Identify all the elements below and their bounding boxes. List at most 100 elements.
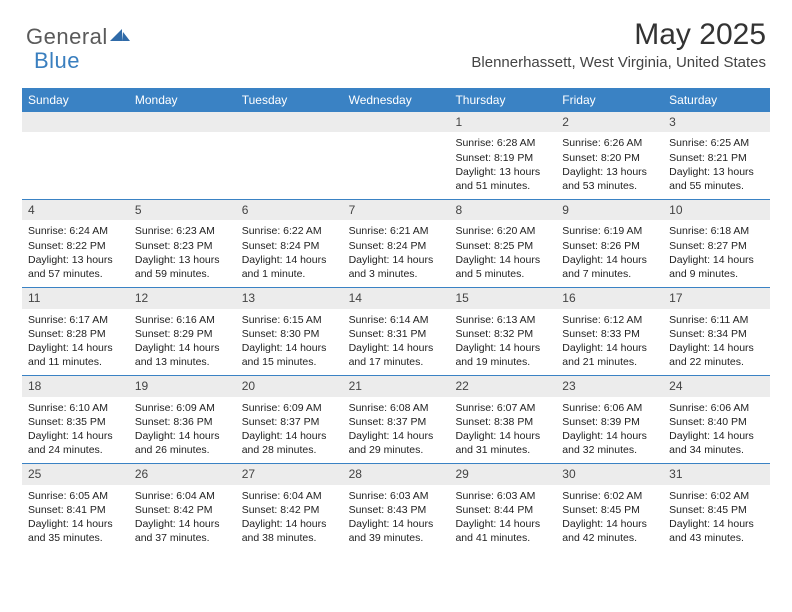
- day-number: 23: [556, 376, 663, 396]
- day-number: 14: [343, 288, 450, 308]
- sunrise-line: Sunrise: 6:02 AM: [562, 489, 657, 503]
- day-body: Sunrise: 6:06 AMSunset: 8:39 PMDaylight:…: [556, 397, 663, 464]
- day-body: Sunrise: 6:05 AMSunset: 8:41 PMDaylight:…: [22, 485, 129, 552]
- day-cell: [129, 112, 236, 199]
- daylight-line: Daylight: 14 hours and 15 minutes.: [242, 341, 337, 369]
- sunrise-line: Sunrise: 6:06 AM: [669, 401, 764, 415]
- day-body: Sunrise: 6:09 AMSunset: 8:37 PMDaylight:…: [236, 397, 343, 464]
- week-row: 18Sunrise: 6:10 AMSunset: 8:35 PMDayligh…: [22, 375, 770, 463]
- sunrise-line: Sunrise: 6:24 AM: [28, 224, 123, 238]
- daylight-line: Daylight: 14 hours and 37 minutes.: [135, 517, 230, 545]
- daylight-line: Daylight: 14 hours and 43 minutes.: [669, 517, 764, 545]
- day-cell: 31Sunrise: 6:02 AMSunset: 8:45 PMDayligh…: [663, 464, 770, 551]
- sunrise-line: Sunrise: 6:03 AM: [455, 489, 550, 503]
- day-body: Sunrise: 6:06 AMSunset: 8:40 PMDaylight:…: [663, 397, 770, 464]
- day-number: 12: [129, 288, 236, 308]
- sunrise-line: Sunrise: 6:06 AM: [562, 401, 657, 415]
- day-cell: 16Sunrise: 6:12 AMSunset: 8:33 PMDayligh…: [556, 288, 663, 375]
- sunset-line: Sunset: 8:44 PM: [455, 503, 550, 517]
- daylight-line: Daylight: 14 hours and 32 minutes.: [562, 429, 657, 457]
- day-cell: 19Sunrise: 6:09 AMSunset: 8:36 PMDayligh…: [129, 376, 236, 463]
- sunrise-line: Sunrise: 6:12 AM: [562, 313, 657, 327]
- sunset-line: Sunset: 8:26 PM: [562, 239, 657, 253]
- daylight-line: Daylight: 13 hours and 57 minutes.: [28, 253, 123, 281]
- sunset-line: Sunset: 8:22 PM: [28, 239, 123, 253]
- day-number: 20: [236, 376, 343, 396]
- day-number: 19: [129, 376, 236, 396]
- day-number: 8: [449, 200, 556, 220]
- weekday-header: Tuesday: [236, 88, 343, 112]
- day-number: 10: [663, 200, 770, 220]
- sunset-line: Sunset: 8:29 PM: [135, 327, 230, 341]
- day-body: Sunrise: 6:04 AMSunset: 8:42 PMDaylight:…: [236, 485, 343, 552]
- sunrise-line: Sunrise: 6:20 AM: [455, 224, 550, 238]
- day-number: 27: [236, 464, 343, 484]
- daylight-line: Daylight: 13 hours and 55 minutes.: [669, 165, 764, 193]
- day-number: 5: [129, 200, 236, 220]
- daylight-line: Daylight: 14 hours and 34 minutes.: [669, 429, 764, 457]
- day-number: 28: [343, 464, 450, 484]
- sunrise-line: Sunrise: 6:04 AM: [242, 489, 337, 503]
- day-body: Sunrise: 6:23 AMSunset: 8:23 PMDaylight:…: [129, 220, 236, 287]
- day-number: 15: [449, 288, 556, 308]
- sunrise-line: Sunrise: 6:08 AM: [349, 401, 444, 415]
- day-body: Sunrise: 6:24 AMSunset: 8:22 PMDaylight:…: [22, 220, 129, 287]
- day-body: Sunrise: 6:02 AMSunset: 8:45 PMDaylight:…: [663, 485, 770, 552]
- sunrise-line: Sunrise: 6:04 AM: [135, 489, 230, 503]
- day-body: Sunrise: 6:11 AMSunset: 8:34 PMDaylight:…: [663, 309, 770, 376]
- day-cell: 11Sunrise: 6:17 AMSunset: 8:28 PMDayligh…: [22, 288, 129, 375]
- day-cell: 3Sunrise: 6:25 AMSunset: 8:21 PMDaylight…: [663, 112, 770, 199]
- week-row: 11Sunrise: 6:17 AMSunset: 8:28 PMDayligh…: [22, 287, 770, 375]
- day-cell: [236, 112, 343, 199]
- day-cell: 15Sunrise: 6:13 AMSunset: 8:32 PMDayligh…: [449, 288, 556, 375]
- daylight-line: Daylight: 14 hours and 26 minutes.: [135, 429, 230, 457]
- sunrise-line: Sunrise: 6:19 AM: [562, 224, 657, 238]
- day-body: Sunrise: 6:17 AMSunset: 8:28 PMDaylight:…: [22, 309, 129, 376]
- daylight-line: Daylight: 14 hours and 7 minutes.: [562, 253, 657, 281]
- sunset-line: Sunset: 8:25 PM: [455, 239, 550, 253]
- sunset-line: Sunset: 8:21 PM: [669, 151, 764, 165]
- day-body: [22, 132, 129, 142]
- sunrise-line: Sunrise: 6:02 AM: [669, 489, 764, 503]
- logo-word-1: General: [26, 24, 108, 50]
- sunrise-line: Sunrise: 6:16 AM: [135, 313, 230, 327]
- day-number: 2: [556, 112, 663, 132]
- sunset-line: Sunset: 8:24 PM: [349, 239, 444, 253]
- sunset-line: Sunset: 8:38 PM: [455, 415, 550, 429]
- day-number: 29: [449, 464, 556, 484]
- day-body: [129, 132, 236, 142]
- sunset-line: Sunset: 8:23 PM: [135, 239, 230, 253]
- daylight-line: Daylight: 14 hours and 1 minute.: [242, 253, 337, 281]
- sunset-line: Sunset: 8:45 PM: [562, 503, 657, 517]
- weekday-header: Monday: [129, 88, 236, 112]
- day-body: Sunrise: 6:02 AMSunset: 8:45 PMDaylight:…: [556, 485, 663, 552]
- day-number: 21: [343, 376, 450, 396]
- month-title: May 2025: [471, 18, 766, 52]
- daylight-line: Daylight: 14 hours and 3 minutes.: [349, 253, 444, 281]
- sunset-line: Sunset: 8:37 PM: [242, 415, 337, 429]
- sunrise-line: Sunrise: 6:03 AM: [349, 489, 444, 503]
- sunset-line: Sunset: 8:36 PM: [135, 415, 230, 429]
- weekday-header-row: SundayMondayTuesdayWednesdayThursdayFrid…: [22, 88, 770, 112]
- daylight-line: Daylight: 14 hours and 28 minutes.: [242, 429, 337, 457]
- daylight-line: Daylight: 14 hours and 35 minutes.: [28, 517, 123, 545]
- daylight-line: Daylight: 14 hours and 22 minutes.: [669, 341, 764, 369]
- location: Blennerhassett, West Virginia, United St…: [471, 54, 766, 71]
- day-cell: 30Sunrise: 6:02 AMSunset: 8:45 PMDayligh…: [556, 464, 663, 551]
- day-cell: 29Sunrise: 6:03 AMSunset: 8:44 PMDayligh…: [449, 464, 556, 551]
- title-block: May 2025 Blennerhassett, West Virginia, …: [471, 18, 766, 71]
- daylight-line: Daylight: 14 hours and 5 minutes.: [455, 253, 550, 281]
- day-body: Sunrise: 6:20 AMSunset: 8:25 PMDaylight:…: [449, 220, 556, 287]
- day-cell: [343, 112, 450, 199]
- sunset-line: Sunset: 8:19 PM: [455, 151, 550, 165]
- calendar-grid: 1Sunrise: 6:28 AMSunset: 8:19 PMDaylight…: [22, 112, 770, 551]
- sunset-line: Sunset: 8:28 PM: [28, 327, 123, 341]
- day-cell: 7Sunrise: 6:21 AMSunset: 8:24 PMDaylight…: [343, 200, 450, 287]
- day-cell: 24Sunrise: 6:06 AMSunset: 8:40 PMDayligh…: [663, 376, 770, 463]
- sunset-line: Sunset: 8:43 PM: [349, 503, 444, 517]
- sunset-line: Sunset: 8:34 PM: [669, 327, 764, 341]
- sunrise-line: Sunrise: 6:23 AM: [135, 224, 230, 238]
- sunrise-line: Sunrise: 6:18 AM: [669, 224, 764, 238]
- sunset-line: Sunset: 8:24 PM: [242, 239, 337, 253]
- day-cell: 20Sunrise: 6:09 AMSunset: 8:37 PMDayligh…: [236, 376, 343, 463]
